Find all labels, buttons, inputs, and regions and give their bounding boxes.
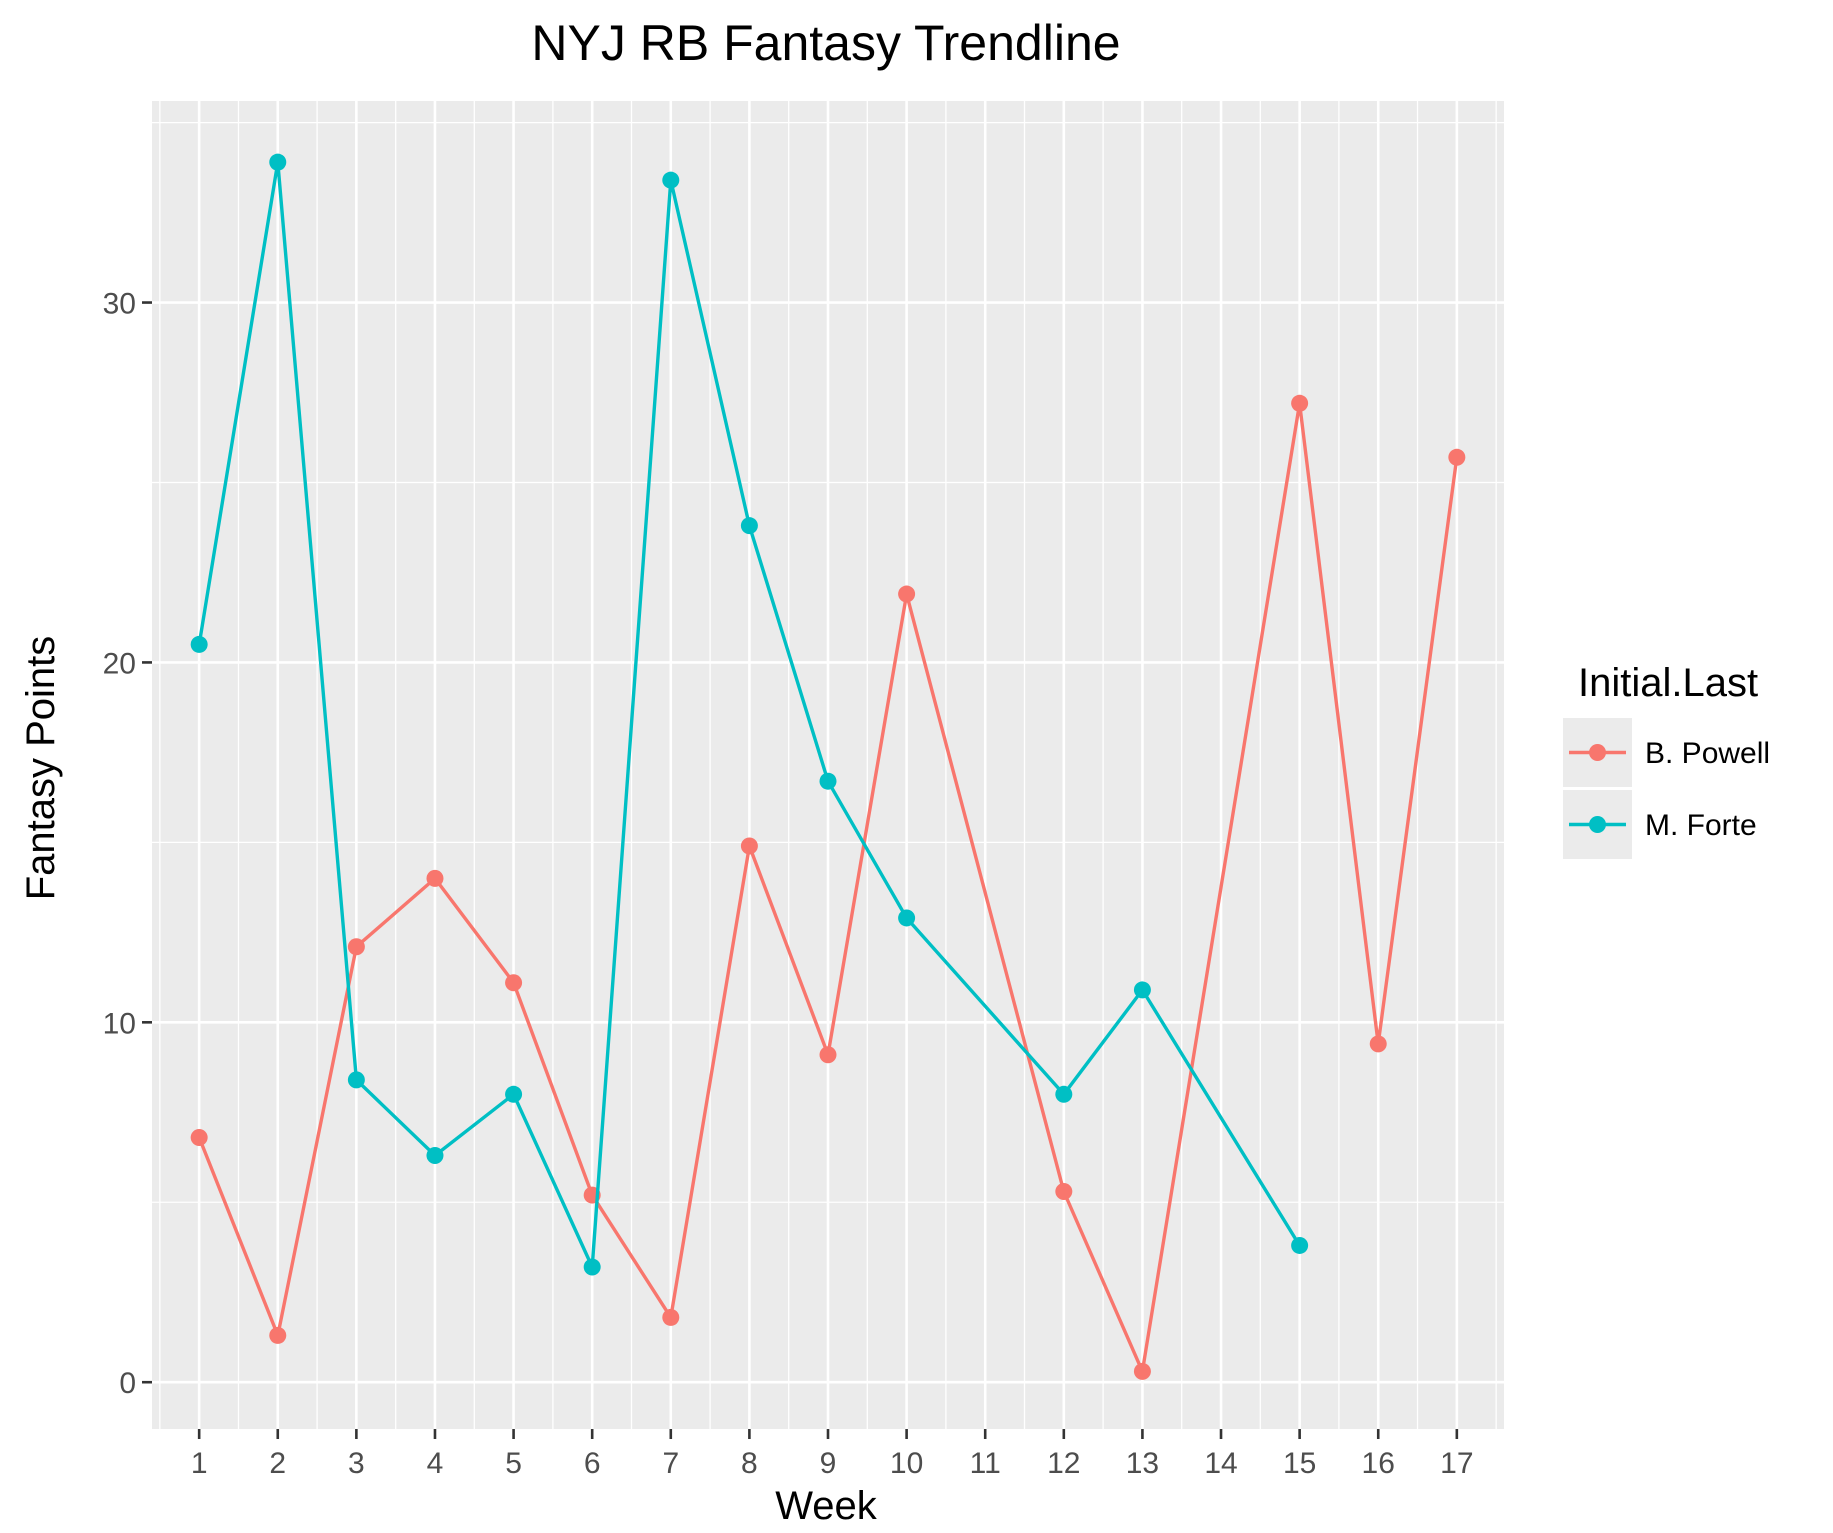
x-tick-label: 11 — [970, 1447, 1001, 1480]
chart-title: NYJ RB Fantasy Trendline — [531, 15, 1120, 71]
data-point — [1133, 1362, 1151, 1380]
data-point — [505, 974, 523, 992]
x-tick-label: 4 — [427, 1447, 444, 1480]
data-point — [740, 517, 758, 535]
data-point — [819, 1046, 837, 1064]
x-tick-label: 7 — [662, 1447, 679, 1480]
data-point — [505, 1085, 523, 1103]
legend-key-point — [1589, 816, 1606, 833]
x-axis-title: Week — [775, 1484, 878, 1528]
x-tick-label: 15 — [1283, 1447, 1316, 1480]
data-point — [269, 153, 287, 171]
x-tick-label: 8 — [741, 1447, 758, 1480]
legend-item: M. Forte — [1563, 790, 1757, 859]
y-tick-label: 20 — [103, 647, 136, 680]
y-axis-title: Fantasy Points — [19, 636, 63, 901]
data-point — [269, 1326, 287, 1344]
plot-panel — [152, 101, 1504, 1429]
data-point — [190, 1128, 208, 1146]
data-point — [347, 1071, 365, 1089]
y-tick-label: 30 — [103, 288, 136, 321]
data-point — [662, 171, 680, 189]
x-tick-label: 13 — [1126, 1447, 1159, 1480]
data-point — [819, 772, 837, 790]
data-point — [1448, 448, 1466, 466]
data-point — [662, 1308, 680, 1326]
data-point — [426, 869, 444, 887]
series-group — [190, 153, 1466, 1380]
x-tick-label: 1 — [191, 1447, 208, 1480]
x-tick-label: 9 — [820, 1447, 837, 1480]
legend-title: Initial.Last — [1578, 661, 1758, 705]
x-tick-label: 16 — [1362, 1447, 1395, 1480]
data-point — [898, 585, 916, 603]
legend-label: M. Forte — [1645, 809, 1757, 842]
x-tick-label: 14 — [1204, 1447, 1237, 1480]
data-point — [1055, 1085, 1073, 1103]
x-tick-label: 12 — [1047, 1447, 1080, 1480]
legend-label: B. Powell — [1645, 737, 1770, 770]
x-tick-label: 5 — [505, 1447, 522, 1480]
data-point — [347, 938, 365, 956]
data-point — [1291, 1236, 1309, 1254]
data-point — [583, 1258, 601, 1276]
y-tick-label: 0 — [119, 1367, 136, 1400]
data-point — [1133, 981, 1151, 999]
x-tick-label: 10 — [890, 1447, 923, 1480]
data-point — [1291, 394, 1309, 412]
legend: Initial.Last B. Powell M. Forte — [1563, 661, 1770, 859]
data-point — [740, 837, 758, 855]
data-point — [1369, 1035, 1387, 1053]
data-point — [190, 635, 208, 653]
data-point — [898, 909, 916, 927]
legend-item: B. Powell — [1563, 718, 1770, 787]
x-tick-label: 3 — [348, 1447, 365, 1480]
legend-key-point — [1589, 744, 1606, 761]
data-point — [426, 1146, 444, 1164]
x-tick-label: 2 — [269, 1447, 286, 1480]
data-point — [1055, 1182, 1073, 1200]
x-tick-label: 17 — [1440, 1447, 1473, 1480]
y-tick-label: 10 — [103, 1007, 136, 1040]
series-m-forte — [190, 153, 1309, 1276]
x-tick-label: 6 — [584, 1447, 601, 1480]
